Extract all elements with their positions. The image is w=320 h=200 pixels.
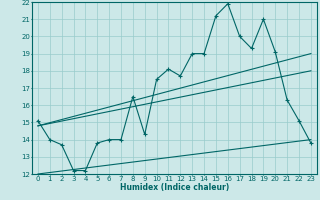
X-axis label: Humidex (Indice chaleur): Humidex (Indice chaleur) [120, 183, 229, 192]
